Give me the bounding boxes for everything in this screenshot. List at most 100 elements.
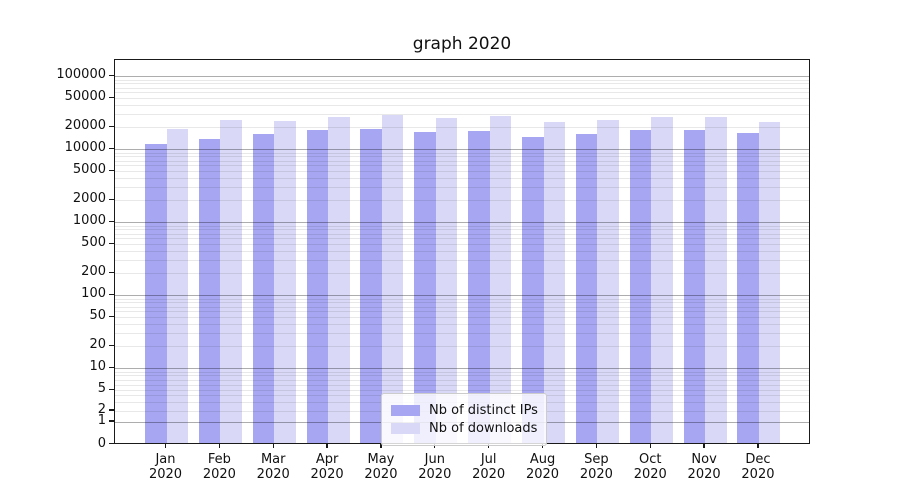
- y-tick-label-50000: 50000: [64, 89, 106, 105]
- y-gridline-6000: [115, 165, 809, 167]
- y-gridline-8: [115, 375, 809, 377]
- legend-swatch-downloads: [391, 422, 420, 434]
- y-gridline-30: [115, 333, 809, 335]
- legend-label-downloads: Nb of downloads: [429, 420, 538, 436]
- y-tick-mark-10: [109, 366, 114, 368]
- y-tick-label-200: 200: [81, 264, 106, 280]
- y-tick-label-10: 10: [89, 359, 106, 375]
- x-tick-mark-apr: [326, 443, 328, 448]
- y-gridline-800: [115, 229, 809, 231]
- y-tick-mark-10000: [109, 147, 114, 149]
- y-tick-mark-0: [109, 442, 114, 445]
- y-tick-label-20: 20: [89, 337, 106, 353]
- x-tick-mark-oct: [649, 443, 651, 448]
- y-gridline-5: [115, 390, 809, 392]
- y-tick-mark-100000: [109, 74, 114, 76]
- x-tick-label-feb: Feb 2020: [202, 452, 236, 482]
- x-tick-mark-jan: [164, 443, 167, 448]
- y-gridline-10000: [115, 149, 809, 151]
- y-tick-label-100000: 100000: [56, 67, 106, 83]
- y-gridline-50: [115, 317, 809, 319]
- bar-downloads-jun: [435, 118, 458, 443]
- x-tick-mark-sep: [595, 443, 598, 448]
- y-gridline-30000: [115, 114, 809, 116]
- y-gridline-7000: [115, 160, 809, 162]
- y-tick-label-1: 1: [97, 413, 106, 428]
- y-tick-mark-20: [109, 344, 114, 346]
- y-gridline-300: [115, 260, 809, 262]
- y-gridline-500: [115, 244, 809, 246]
- y-gridline-80000: [115, 83, 809, 85]
- bar-downloads-jan: [166, 128, 188, 443]
- y-gridline-40000: [115, 105, 809, 107]
- bar-downloads-sep: [597, 119, 619, 443]
- x-tick-label-dec: Dec 2020: [741, 452, 775, 482]
- bar-distinct-ips-jan: [145, 144, 167, 443]
- y-gridline-600: [115, 238, 809, 240]
- y-gridline-100: [115, 295, 809, 297]
- y-tick-mark-5000: [109, 169, 114, 171]
- legend-item-downloads: Nb of downloads: [391, 420, 537, 436]
- x-tick-mark-nov: [703, 443, 705, 448]
- y-gridline-4000: [115, 178, 809, 180]
- y-gridline-70000: [115, 87, 809, 89]
- y-gridline-400: [115, 251, 809, 253]
- y-gridline-900: [115, 225, 809, 227]
- y-gridline-90: [115, 298, 809, 300]
- y-tick-mark-5: [109, 388, 114, 390]
- bar-distinct-ips-mar: [252, 134, 275, 443]
- bar-downloads-nov: [705, 117, 727, 443]
- y-gridline-40: [115, 324, 809, 326]
- y-tick-label-5000: 5000: [72, 162, 106, 178]
- y-gridline-9000: [115, 152, 809, 154]
- x-tick-label-jan: Jan 2020: [148, 452, 183, 482]
- bar-distinct-ips-aug: [522, 136, 544, 443]
- bar-downloads-apr: [328, 117, 350, 443]
- x-tick-label-apr: Apr 2020: [310, 452, 344, 482]
- bar-downloads-aug: [543, 122, 566, 443]
- bar-downloads-feb: [220, 119, 242, 443]
- x-tick-label-sep: Sep 2020: [579, 452, 613, 482]
- x-tick-label-jul: Jul 2020: [472, 452, 506, 482]
- x-tick-mark-feb: [218, 443, 221, 448]
- y-tick-mark-50: [109, 315, 114, 317]
- legend-label-distinct-ips: Nb of distinct IPs: [429, 402, 538, 418]
- y-gridline-700: [115, 233, 809, 235]
- y-tick-label-500: 500: [81, 235, 106, 251]
- legend: Nb of distinct IPs Nb of downloads: [381, 393, 547, 446]
- bar-distinct-ips-jul: [468, 131, 490, 443]
- legend-swatch-distinct-ips: [391, 404, 420, 416]
- bar-downloads-oct: [651, 117, 673, 443]
- bar-distinct-ips-dec: [737, 133, 759, 443]
- y-gridline-2000: [115, 200, 809, 202]
- y-gridline-200: [115, 273, 809, 275]
- y-gridline-50000: [115, 98, 809, 100]
- y-tick-label-50: 50: [89, 308, 106, 324]
- x-tick-label-aug: Aug 2020: [525, 452, 560, 482]
- y-gridline-5000: [115, 171, 809, 173]
- bar-distinct-ips-sep: [575, 134, 598, 443]
- y-gridline-3000: [115, 187, 809, 189]
- bar-distinct-ips-may: [360, 128, 382, 443]
- x-tick-mark-dec: [757, 443, 759, 448]
- y-tick-label-10000: 10000: [64, 140, 106, 156]
- y-tick-label-5: 5: [97, 381, 106, 397]
- legend-item-distinct-ips: Nb of distinct IPs: [391, 402, 538, 418]
- y-gridline-100000: [115, 76, 809, 78]
- y-gridline-6: [115, 384, 809, 386]
- y-tick-label-2000: 2000: [72, 191, 106, 207]
- bar-distinct-ips-feb: [198, 138, 221, 443]
- y-gridline-70: [115, 306, 809, 308]
- y-tick-mark-2000: [109, 198, 114, 200]
- y-gridline-10: [115, 368, 809, 370]
- y-gridline-9: [115, 371, 809, 373]
- y-gridline-7: [115, 379, 809, 381]
- y-tick-mark-1: [109, 420, 114, 422]
- bar-distinct-ips-nov: [683, 130, 706, 443]
- y-tick-label-1000: 1000: [72, 213, 106, 229]
- x-tick-label-jun: Jun 2020: [418, 452, 452, 482]
- bar-downloads-may: [381, 114, 404, 443]
- y-tick-mark-2: [109, 409, 114, 411]
- y-gridline-60: [115, 311, 809, 313]
